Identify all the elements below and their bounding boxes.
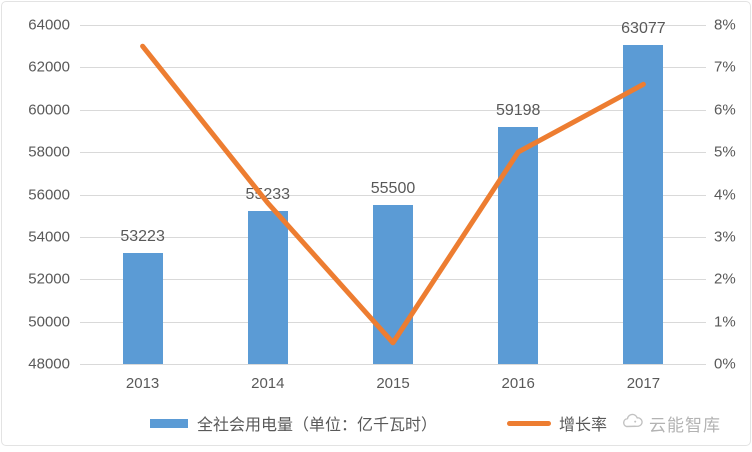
bar-2016 (498, 126, 539, 364)
gridline (80, 152, 706, 154)
left-axis-tick: 62000 (28, 58, 70, 76)
left-axis-tick: 52000 (28, 270, 70, 288)
left-axis-tick: 58000 (28, 143, 70, 161)
watermark: 云能智库 (621, 411, 721, 436)
right-axis-tick: 6% (714, 101, 736, 119)
left-axis-tick: 48000 (28, 355, 70, 373)
bar-value-label-2015: 55500 (370, 180, 416, 198)
bar-series-label: 全社会用电量（单位：亿千瓦时） (197, 417, 438, 434)
bar-2017 (623, 44, 664, 364)
bar-2014 (247, 210, 288, 364)
left-axis-tick: 50000 (28, 313, 70, 331)
bar-value-label-2017: 63077 (621, 19, 666, 37)
plot-area: 53223 2013 55233 2014 55500 2015 59198 2016 6307… (80, 20, 706, 392)
left-axis-tick: 60000 (28, 101, 70, 119)
watermark-text: 云能智库 (649, 415, 722, 435)
bar-2015 (373, 205, 413, 364)
x-axis-label-2016: 2016 (501, 375, 535, 392)
right-axis-tick: 2% (714, 270, 736, 288)
cloud-logo-icon (621, 412, 645, 435)
right-axis-tick: 0% (714, 355, 736, 373)
right-axis: 0% 1% 2% 3% 4% 5% 6% 7% 8% (714, 17, 752, 373)
left-axis-tick: 56000 (28, 186, 70, 203)
gridline (80, 364, 706, 365)
bar-2013 (122, 253, 163, 364)
gridline (80, 194, 706, 196)
right-axis-tick: 4% (714, 186, 736, 203)
x-axis-label-2017: 2017 (626, 375, 661, 392)
line-series-label: 增长率 (559, 417, 608, 434)
left-axis-tick: 64000 (28, 16, 70, 34)
bar-value-label-2016: 59198 (495, 101, 541, 119)
growth-rate-line (140, 43, 646, 346)
legend: 全社会用电量（单位：亿千瓦时） 增长率 云能智库 (150, 409, 721, 437)
right-axis-tick: 1% (714, 313, 736, 331)
right-axis-tick: 7% (714, 58, 736, 76)
bar-value-label-2013: 53223 (120, 228, 165, 246)
left-axis-tick: 54000 (28, 228, 70, 246)
right-axis-tick: 5% (714, 143, 736, 161)
line-series-swatch (507, 420, 552, 426)
left-axis: 48000 50000 52000 54000 56000 58000 60000 62000… (2, 17, 70, 373)
right-axis-tick: 3% (714, 228, 736, 246)
x-axis-label-2013: 2013 (125, 375, 160, 392)
right-axis-tick: 8% (714, 16, 736, 34)
gridline (80, 67, 706, 69)
gridline (80, 109, 706, 111)
gridline (80, 25, 706, 26)
bar-series-swatch (150, 418, 188, 428)
x-axis-label-2014: 2014 (251, 375, 285, 392)
x-axis-label-2015: 2015 (376, 375, 410, 392)
